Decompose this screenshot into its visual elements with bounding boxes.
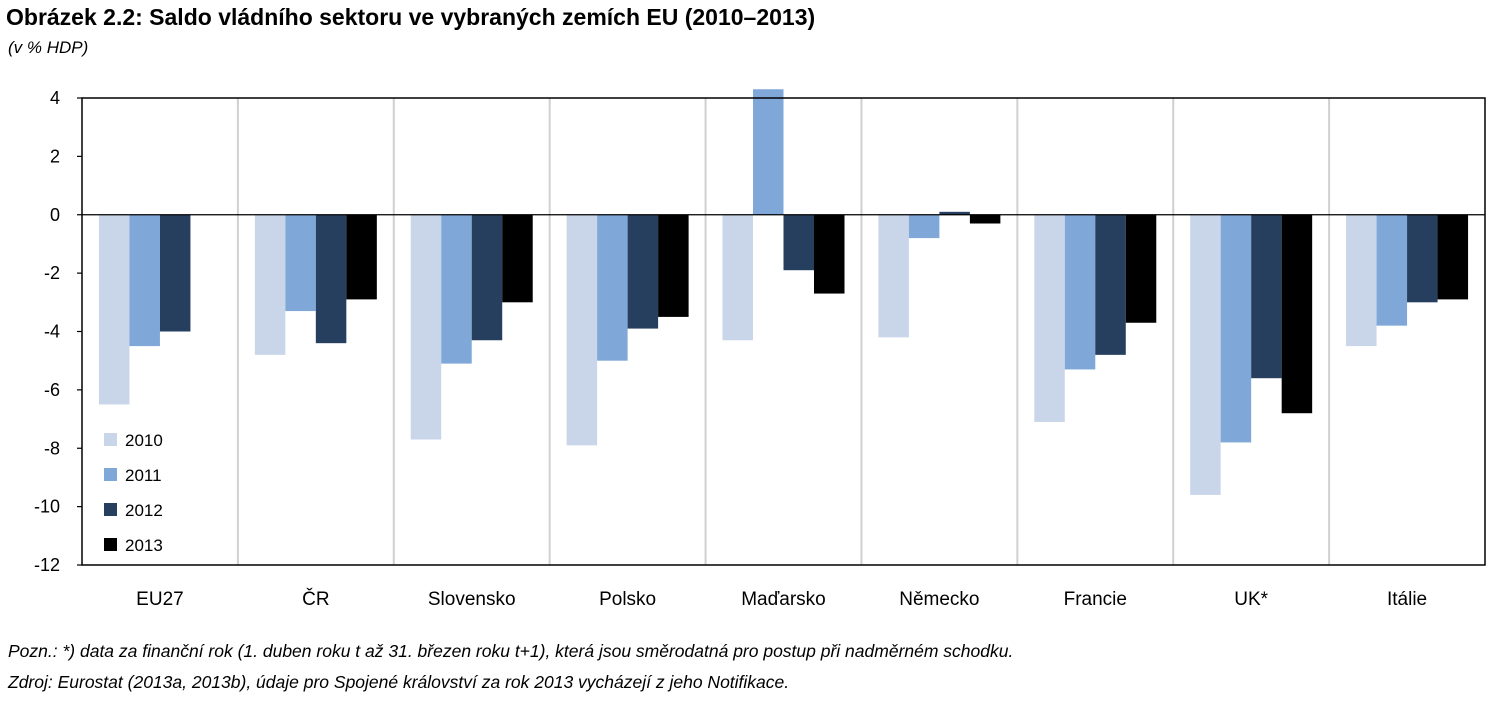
bars	[98, 89, 1469, 495]
y-tick-label: -8	[44, 438, 60, 458]
bar	[722, 214, 753, 341]
chart-subtitle: (v % HDP)	[8, 38, 89, 57]
x-tick-label: EU27	[136, 589, 184, 610]
legend-swatch	[104, 538, 117, 551]
legend-swatch	[104, 503, 117, 516]
bar	[471, 214, 503, 341]
legend-swatch	[104, 468, 117, 481]
bar	[814, 214, 845, 294]
bar	[658, 214, 689, 317]
bar	[1281, 214, 1313, 414]
bar	[315, 214, 347, 344]
chart-title: Obrázek 2.2: Saldo vládního sektoru ve v…	[6, 4, 816, 30]
legend: 2010 2011 2012 2013	[104, 431, 163, 555]
bar	[597, 214, 628, 361]
y-tick-label: 0	[50, 205, 60, 225]
source-note: Zdroj: Eurostat (2013a, 2013b), údaje pr…	[8, 672, 790, 692]
x-tick-label: ČR	[302, 588, 329, 610]
bar	[410, 214, 442, 440]
y-tick-label: -4	[44, 322, 60, 342]
axes: 4 2 0 -2 -4 -6 -8 -10 -12 EU27 ČR Slovensko Polsko Ma…	[34, 88, 1486, 610]
bar	[285, 214, 316, 312]
bar	[441, 214, 472, 364]
legend-label: 2011	[125, 466, 162, 485]
bar	[502, 214, 533, 303]
bar	[1376, 214, 1408, 326]
y-tick-label: -6	[44, 380, 60, 400]
legend-label: 2010	[125, 431, 163, 450]
bar	[783, 214, 814, 271]
x-tick-label: Slovensko	[428, 589, 516, 610]
bar	[627, 214, 659, 329]
y-tick-label: -10	[34, 497, 60, 517]
bar	[1437, 214, 1469, 300]
bar	[753, 89, 784, 215]
bar	[129, 214, 160, 347]
bar	[1407, 214, 1438, 303]
bar	[254, 214, 286, 355]
bar	[878, 214, 909, 338]
bar	[939, 211, 970, 215]
bar	[1346, 214, 1377, 347]
footnote: Pozn.: *) data za finanční rok (1. duben…	[8, 641, 1014, 661]
bar	[969, 214, 1001, 224]
bar	[1251, 214, 1282, 379]
legend-label: 2013	[125, 536, 163, 555]
bar	[98, 214, 130, 405]
legend-swatch	[104, 433, 117, 446]
bar	[1034, 214, 1065, 422]
x-tick-label: Itálie	[1387, 589, 1427, 610]
bar	[346, 214, 377, 300]
bar	[908, 214, 940, 239]
grid-lines	[236, 98, 1331, 565]
bar	[1064, 214, 1096, 370]
x-tick-label: Polsko	[599, 589, 656, 610]
y-tick-label: 2	[50, 146, 60, 166]
bar	[1190, 214, 1221, 495]
y-tick-label: 4	[50, 88, 60, 108]
bar	[159, 214, 191, 332]
x-tick-label: UK*	[1234, 589, 1268, 610]
x-tick-label: Německo	[899, 589, 979, 610]
bar	[1125, 214, 1157, 323]
bar	[1095, 214, 1126, 355]
y-tick-label: -2	[44, 263, 60, 283]
bar	[566, 214, 598, 446]
x-tick-label: Francie	[1064, 589, 1127, 610]
y-tick-label: -12	[34, 555, 60, 575]
bar	[1220, 214, 1252, 443]
x-tick-label: Maďarsko	[741, 589, 826, 610]
legend-label: 2012	[125, 501, 163, 520]
